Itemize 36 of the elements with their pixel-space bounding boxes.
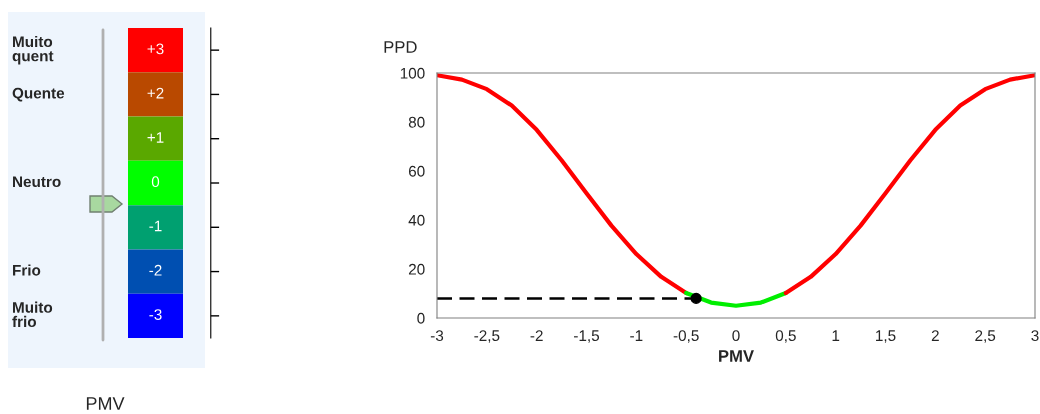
data-label: -3 [149,309,162,320]
x-tick-label: -2,5 [474,330,500,343]
data-label: +1 [147,132,164,143]
x-tick-label: 1,5 [876,330,896,343]
line-series [783,73,1035,296]
data-label: 0 [151,176,160,188]
y-tick-label: 20 [408,263,425,275]
y-tick-label: 60 [408,165,425,177]
y-tick-label: Frio [13,264,41,276]
y-tick-label: 80 [408,116,425,128]
y-tick-label: 40 [408,214,425,226]
x-tick-label: -3 [430,330,444,342]
x-tick-label: -2 [530,330,543,341]
y-tick-label: Neutro [13,176,61,188]
x-tick-label: 1 [832,330,840,341]
x-tick-label: -1 [630,330,643,341]
data-label: -2 [149,264,162,276]
x-tick-label: -0,5 [673,330,699,343]
y-tick-label: Muito frio [12,301,53,328]
line-series [437,73,689,296]
x-tick-label: 2,5 [975,330,996,343]
data-label: -1 [149,220,162,232]
x-tick-label: -1,5 [574,330,600,343]
data-label: +3 [147,43,164,55]
y-tick-label: 0 [417,312,425,324]
x-axis-title: PMV [719,350,754,362]
x-tick-label: 3 [1031,330,1039,342]
x-tick-label: 0,5 [775,330,796,343]
x-tick-label: 0 [732,330,740,342]
y-axis-title: PPD [384,41,417,53]
text: PMV [86,397,125,410]
y-tick-label: 100 [400,67,425,79]
y-tick-label: Muito quent [12,35,54,65]
x-tick-label: 2 [931,330,939,341]
data-label: +2 [147,87,164,99]
y-tick-label: Quente [12,87,65,102]
